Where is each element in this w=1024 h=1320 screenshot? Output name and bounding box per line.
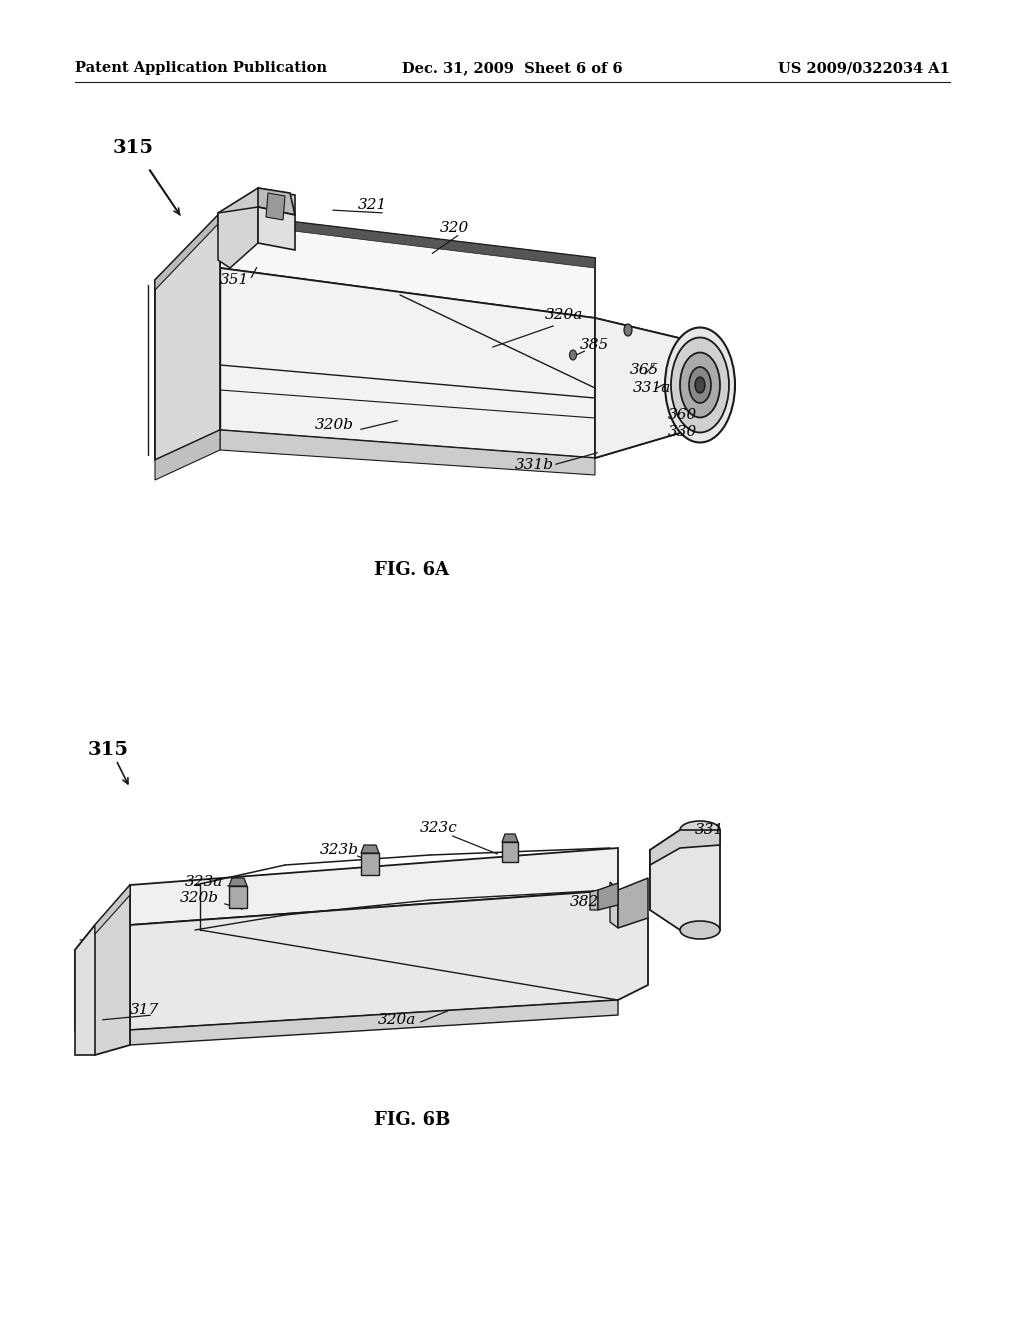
Text: 320b: 320b — [315, 418, 354, 432]
Text: 320a: 320a — [378, 1012, 417, 1027]
Polygon shape — [218, 207, 258, 268]
Polygon shape — [130, 847, 618, 925]
Polygon shape — [598, 883, 618, 909]
Text: 330: 330 — [668, 425, 697, 440]
Text: 331b: 331b — [515, 458, 554, 473]
Text: 382: 382 — [570, 895, 599, 909]
Text: 365: 365 — [630, 363, 659, 378]
Text: FIG. 6A: FIG. 6A — [375, 561, 450, 579]
Polygon shape — [95, 884, 130, 935]
Polygon shape — [155, 213, 220, 459]
Polygon shape — [220, 213, 595, 268]
Ellipse shape — [689, 367, 711, 403]
Polygon shape — [361, 853, 379, 875]
Ellipse shape — [695, 378, 705, 393]
Polygon shape — [130, 890, 648, 1030]
Text: 385: 385 — [580, 338, 609, 352]
Text: 323c: 323c — [420, 821, 458, 836]
Polygon shape — [220, 213, 595, 318]
Polygon shape — [229, 886, 247, 908]
Polygon shape — [75, 884, 130, 1055]
Text: 321: 321 — [358, 198, 387, 213]
Polygon shape — [650, 830, 720, 865]
Polygon shape — [502, 834, 518, 842]
Polygon shape — [155, 213, 220, 290]
Text: 323b: 323b — [319, 843, 359, 857]
Polygon shape — [155, 430, 220, 480]
Text: 360: 360 — [668, 408, 697, 422]
Polygon shape — [618, 878, 648, 928]
Text: US 2009/0322034 A1: US 2009/0322034 A1 — [778, 61, 950, 75]
Text: 351: 351 — [220, 273, 249, 286]
Polygon shape — [130, 1001, 618, 1045]
Text: 315: 315 — [113, 139, 154, 157]
Text: 320b: 320b — [180, 891, 219, 906]
Ellipse shape — [680, 921, 720, 939]
Ellipse shape — [671, 338, 729, 433]
Polygon shape — [220, 430, 595, 475]
Polygon shape — [75, 925, 95, 1055]
Ellipse shape — [665, 327, 735, 442]
Text: 331: 331 — [695, 822, 724, 837]
Text: 320: 320 — [440, 220, 469, 235]
Ellipse shape — [624, 323, 632, 337]
Text: 315: 315 — [88, 741, 129, 759]
Ellipse shape — [680, 821, 720, 840]
Text: 331a: 331a — [633, 381, 672, 395]
Polygon shape — [595, 318, 700, 458]
Polygon shape — [361, 845, 379, 853]
Text: FIG. 6B: FIG. 6B — [374, 1111, 451, 1129]
Polygon shape — [266, 193, 285, 220]
Polygon shape — [258, 187, 295, 215]
Polygon shape — [590, 890, 598, 909]
Ellipse shape — [680, 352, 720, 417]
Polygon shape — [258, 207, 295, 249]
Ellipse shape — [569, 350, 577, 360]
Polygon shape — [218, 187, 295, 230]
Text: Dec. 31, 2009  Sheet 6 of 6: Dec. 31, 2009 Sheet 6 of 6 — [401, 61, 623, 75]
Text: 320a: 320a — [545, 308, 584, 322]
Text: 323a: 323a — [185, 875, 223, 888]
Text: 317: 317 — [130, 1003, 160, 1016]
Polygon shape — [220, 268, 595, 458]
Text: Patent Application Publication: Patent Application Publication — [75, 61, 327, 75]
Polygon shape — [229, 878, 247, 886]
Polygon shape — [502, 842, 518, 862]
Polygon shape — [610, 882, 618, 928]
Polygon shape — [650, 830, 720, 931]
